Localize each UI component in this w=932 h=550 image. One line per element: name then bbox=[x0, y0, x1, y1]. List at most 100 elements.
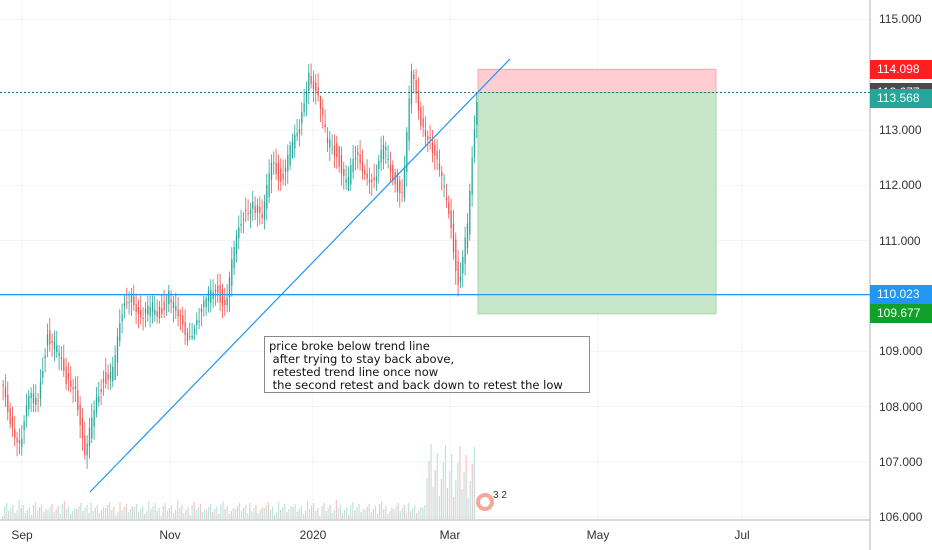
volume-bar bbox=[80, 503, 82, 520]
tradingview-logo-icon: 3 2 bbox=[473, 487, 513, 517]
volume-bar bbox=[378, 504, 381, 520]
candle-body bbox=[415, 79, 417, 94]
volume-bar bbox=[183, 513, 185, 520]
volume-bar bbox=[94, 508, 96, 520]
y-tick-label: 115.000 bbox=[879, 12, 922, 27]
candle-body bbox=[77, 390, 79, 411]
candle-body bbox=[385, 147, 387, 150]
volume-bar bbox=[381, 501, 383, 520]
candle-body bbox=[273, 162, 275, 164]
candle-body bbox=[277, 163, 280, 181]
volume-bar bbox=[121, 510, 123, 520]
volume-bar bbox=[255, 505, 257, 520]
volume-bar bbox=[374, 506, 377, 520]
volume-bar bbox=[4, 506, 6, 520]
candle-body bbox=[25, 405, 28, 417]
y-tick-label: 107.000 bbox=[879, 454, 923, 469]
candle-body bbox=[231, 259, 233, 286]
candle-body bbox=[130, 295, 133, 302]
volume-bar bbox=[251, 511, 253, 520]
candle-body bbox=[39, 381, 42, 400]
volume-bar bbox=[47, 510, 49, 520]
volume-bar bbox=[387, 514, 389, 520]
price-tag[interactable]: 109.677 bbox=[870, 304, 932, 324]
volume-bar bbox=[278, 502, 280, 520]
candle-body bbox=[100, 389, 102, 393]
volume-bar bbox=[156, 511, 158, 520]
volume-bar bbox=[131, 506, 133, 520]
volume-bar bbox=[350, 505, 352, 520]
candle-body bbox=[347, 177, 350, 192]
candle-body bbox=[352, 159, 354, 173]
volume-bar bbox=[142, 506, 144, 520]
volume-bar bbox=[240, 511, 243, 520]
candle-body bbox=[326, 137, 329, 144]
annotation-box[interactable]: price broke below trend line after tryin… bbox=[264, 336, 590, 393]
volume-bar bbox=[440, 479, 442, 520]
volume-bar bbox=[216, 506, 218, 520]
candle-body bbox=[16, 437, 18, 443]
volume-bar bbox=[366, 507, 368, 520]
candle-body bbox=[172, 301, 175, 309]
candle-body bbox=[28, 395, 30, 410]
price-tag[interactable]: 114.098 bbox=[870, 59, 932, 79]
candle-body bbox=[448, 202, 450, 214]
volume-bar bbox=[261, 507, 263, 520]
candle-body bbox=[158, 306, 161, 319]
volume-bar bbox=[438, 496, 440, 520]
candle-body bbox=[476, 102, 478, 125]
volume-bar bbox=[212, 512, 214, 520]
candle-body bbox=[254, 206, 256, 213]
volume-bar bbox=[436, 453, 438, 520]
candle-body bbox=[298, 129, 301, 134]
price-tag[interactable]: 113.568 bbox=[870, 89, 932, 109]
candle-body bbox=[88, 427, 91, 447]
price-tag[interactable]: 110.023 bbox=[870, 285, 932, 305]
candle-body bbox=[429, 137, 431, 139]
candle-body bbox=[312, 80, 315, 90]
volume-bar bbox=[76, 509, 78, 520]
candle-body bbox=[282, 173, 284, 180]
volume-bar bbox=[389, 511, 391, 520]
candle-body bbox=[44, 355, 46, 359]
candle-body bbox=[221, 289, 224, 306]
candle-body bbox=[445, 197, 448, 201]
volume-bar bbox=[232, 508, 234, 520]
candle-body bbox=[95, 396, 98, 414]
volume-bar bbox=[214, 509, 216, 520]
candle-body bbox=[79, 404, 81, 425]
volume-bar bbox=[461, 489, 463, 520]
volume-bar bbox=[218, 514, 220, 520]
volume-bar bbox=[368, 504, 370, 520]
candle-body bbox=[128, 302, 130, 304]
candle-body bbox=[387, 158, 389, 161]
volume-bar bbox=[319, 516, 321, 520]
candle-body bbox=[198, 320, 200, 323]
candle-body bbox=[119, 323, 121, 341]
candle-body bbox=[179, 315, 182, 317]
volume-bar bbox=[125, 504, 127, 520]
volume-bar bbox=[238, 503, 241, 520]
x-tick-label: 2020 bbox=[299, 528, 327, 542]
volume-bar bbox=[129, 509, 131, 520]
volume-bar bbox=[473, 447, 475, 520]
candle-body bbox=[35, 397, 37, 405]
volume-bar bbox=[422, 508, 424, 520]
candle-body bbox=[212, 291, 214, 300]
volume-bar bbox=[92, 511, 94, 520]
volume-bar bbox=[424, 505, 426, 520]
volume-bar bbox=[201, 512, 204, 520]
volume-bar bbox=[329, 505, 331, 520]
volume-bar bbox=[203, 509, 206, 520]
candle-body bbox=[380, 149, 382, 163]
candle-body bbox=[340, 154, 343, 174]
candle-body bbox=[98, 396, 100, 403]
candle-body bbox=[245, 209, 247, 212]
volume-bar bbox=[397, 503, 399, 520]
take-profit-zone bbox=[477, 92, 717, 315]
volume-bar bbox=[294, 504, 296, 520]
volume-bar bbox=[82, 511, 84, 520]
candle-body bbox=[315, 82, 317, 92]
candle-body bbox=[375, 176, 378, 182]
